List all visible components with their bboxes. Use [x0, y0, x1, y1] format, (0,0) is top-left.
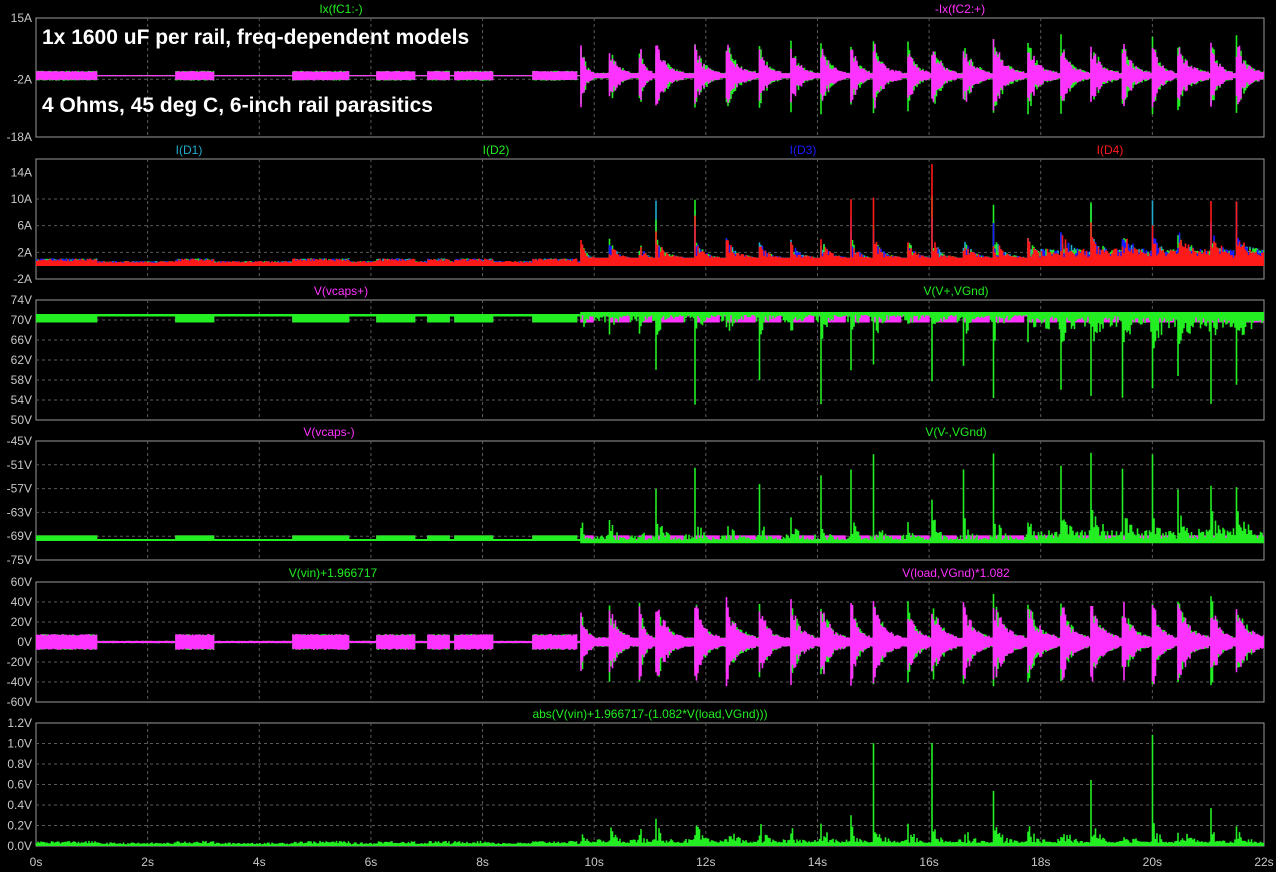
pane-3[interactable]: 74V 70V 66V 62V 58V 54V 50V V(vcaps+) V(V+,VGnd)	[11, 284, 1265, 427]
pane-frame	[35, 440, 1265, 561]
traces	[36, 34, 1264, 115]
y-tick-label: 10A	[11, 192, 32, 206]
y-tick-label: 6A	[17, 219, 32, 233]
y-tick-label: 62V	[11, 353, 32, 367]
trace-v-v-vgnd	[36, 312, 1264, 405]
y-tick-label: 60V	[11, 575, 32, 589]
pane-1[interactable]: 15A -2A -18A Ix(fC1:-) -Ix(fC2:+)	[7, 2, 1265, 144]
y-tick-label: 2A	[17, 245, 32, 259]
trace-label-i-d4[interactable]: I(D4)	[1097, 143, 1124, 157]
y-tick-label: 14A	[11, 165, 32, 179]
y-tick-label: -57V	[7, 482, 32, 496]
x-tick-label: 2s	[141, 855, 154, 869]
x-tick-label: 14s	[808, 855, 827, 869]
trace-label-v-vin-1-966717[interactable]: V(vin)+1.966717	[289, 566, 378, 580]
trace-label-i-d1[interactable]: I(D1)	[176, 143, 203, 157]
y-tick-label: 70V	[11, 313, 32, 327]
y-tick-label: -40V	[7, 675, 32, 689]
trace-ix-fc2	[36, 39, 1264, 111]
y-tick-label: -45V	[7, 434, 32, 448]
y-tick-label: 50V	[11, 413, 32, 427]
traces	[36, 734, 1264, 846]
pane-2[interactable]: 14A 10A 6A 2A -2A I(D1) I(D2) I(D3) I(D4)	[11, 143, 1265, 286]
y-tick-label: 54V	[11, 393, 32, 407]
trace-label-v-v-vgnd[interactable]: V(V-,VGnd)	[925, 425, 986, 439]
y-tick-label: 1.0V	[7, 737, 32, 751]
y-tick-label: 0V	[17, 635, 32, 649]
y-tick-label: 20V	[11, 615, 32, 629]
x-tick-label: 22s	[1254, 855, 1273, 869]
y-tick-label: -2A	[13, 272, 32, 286]
trace-label-i-d3[interactable]: I(D3)	[790, 143, 817, 157]
y-tick-label: 0.0V	[7, 839, 32, 853]
traces	[36, 452, 1264, 544]
y-tick-label: 15A	[11, 11, 32, 25]
trace-v-load-vgnd-1-082	[36, 597, 1264, 687]
pane-frame	[35, 158, 1265, 280]
y-tick-label: -63V	[7, 505, 32, 519]
y-tick-label: 40V	[11, 595, 32, 609]
trace-label-abs-v-vin-1-966717-1-082-v-load-vgnd[interactable]: abs(V(vin)+1.966717-(1.082*V(load,VGnd))…	[532, 707, 767, 721]
y-tick-label: -60V	[7, 695, 32, 709]
trace-label-v-load-vgnd-1-082[interactable]: V(load,VGnd)*1.082	[902, 566, 1010, 580]
x-tick-label: 6s	[365, 855, 378, 869]
y-tick-label: 0.2V	[7, 819, 32, 833]
traces	[36, 312, 1264, 405]
x-tick-label: 10s	[585, 855, 604, 869]
trace-v-v-vgnd	[36, 452, 1264, 544]
y-tick-label: 74V	[11, 293, 32, 307]
annotation-text-1: 1x 1600 uF per rail, freq-dependent mode…	[42, 26, 469, 49]
x-tick-label: 18s	[1031, 855, 1050, 869]
x-tick-label: 0s	[30, 855, 43, 869]
x-tick-label: 12s	[696, 855, 715, 869]
x-tick-label: 8s	[476, 855, 489, 869]
y-tick-label: 0.6V	[7, 778, 32, 792]
y-tick-label: -2A	[13, 72, 32, 86]
y-tick-label: -20V	[7, 655, 32, 669]
trace-label-v-vcaps[interactable]: V(vcaps+)	[314, 284, 368, 298]
trace-i-d4	[36, 164, 1264, 266]
annotation-text-2: 4 Ohms, 45 deg C, 6-inch rail parasitics	[42, 94, 433, 117]
y-tick-label: -18A	[7, 130, 32, 144]
y-tick-label: 0.8V	[7, 757, 32, 771]
y-tick-label: -69V	[7, 529, 32, 543]
y-tick-label: 0.4V	[7, 798, 32, 812]
trace-label-ix-fc2[interactable]: -Ix(fC2:+)	[935, 2, 985, 16]
plot-panes: 15A -2A -18A Ix(fC1:-) -Ix(fC2:+) 14A 10A 6A 2A -…	[7, 2, 1265, 853]
trace-label-v-vcaps[interactable]: V(vcaps-)	[303, 425, 354, 439]
trace-abs-v-vin-1-966717-1-082-v-load-vgnd	[36, 734, 1264, 846]
x-axis: 0s 2s 4s 6s 8s 10s 12s 14s 16s 18s 20s 22s	[30, 855, 1274, 869]
traces	[36, 164, 1264, 266]
x-tick-label: 4s	[253, 855, 266, 869]
y-tick-label: 1.2V	[7, 716, 32, 730]
pane-4[interactable]: -45V -51V -57V -63V -69V -75V V(vcaps-) V(V-,VG…	[7, 425, 1265, 567]
x-tick-label: 20s	[1143, 855, 1162, 869]
y-tick-label: -75V	[7, 553, 32, 567]
y-tick-label: -51V	[7, 458, 32, 472]
x-tick-label: 16s	[919, 855, 938, 869]
traces	[36, 593, 1264, 687]
pane-5[interactable]: 60V 40V 20V 0V -20V -40V -60V V(vin)+1.966717 V(…	[7, 566, 1265, 709]
y-tick-label: 58V	[11, 373, 32, 387]
trace-label-i-d2[interactable]: I(D2)	[483, 143, 510, 157]
trace-label-ix-fc1[interactable]: Ix(fC1:-)	[319, 2, 362, 16]
annotation-group: 1x 1600 uF per rail, freq-dependent mode…	[42, 26, 469, 117]
pane-6[interactable]: 1.2V 1.0V 0.8V 0.6V 0.4V 0.2V 0.0V abs(V(vin)+1…	[7, 707, 1265, 853]
trace-label-v-v-vgnd[interactable]: V(V+,VGnd)	[923, 284, 988, 298]
y-tick-label: 66V	[11, 333, 32, 347]
